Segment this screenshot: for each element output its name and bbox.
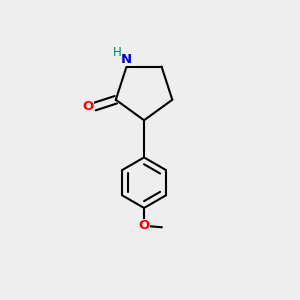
Text: O: O	[138, 219, 150, 232]
Text: O: O	[82, 100, 93, 113]
Text: H: H	[113, 46, 122, 59]
Text: N: N	[121, 52, 132, 66]
